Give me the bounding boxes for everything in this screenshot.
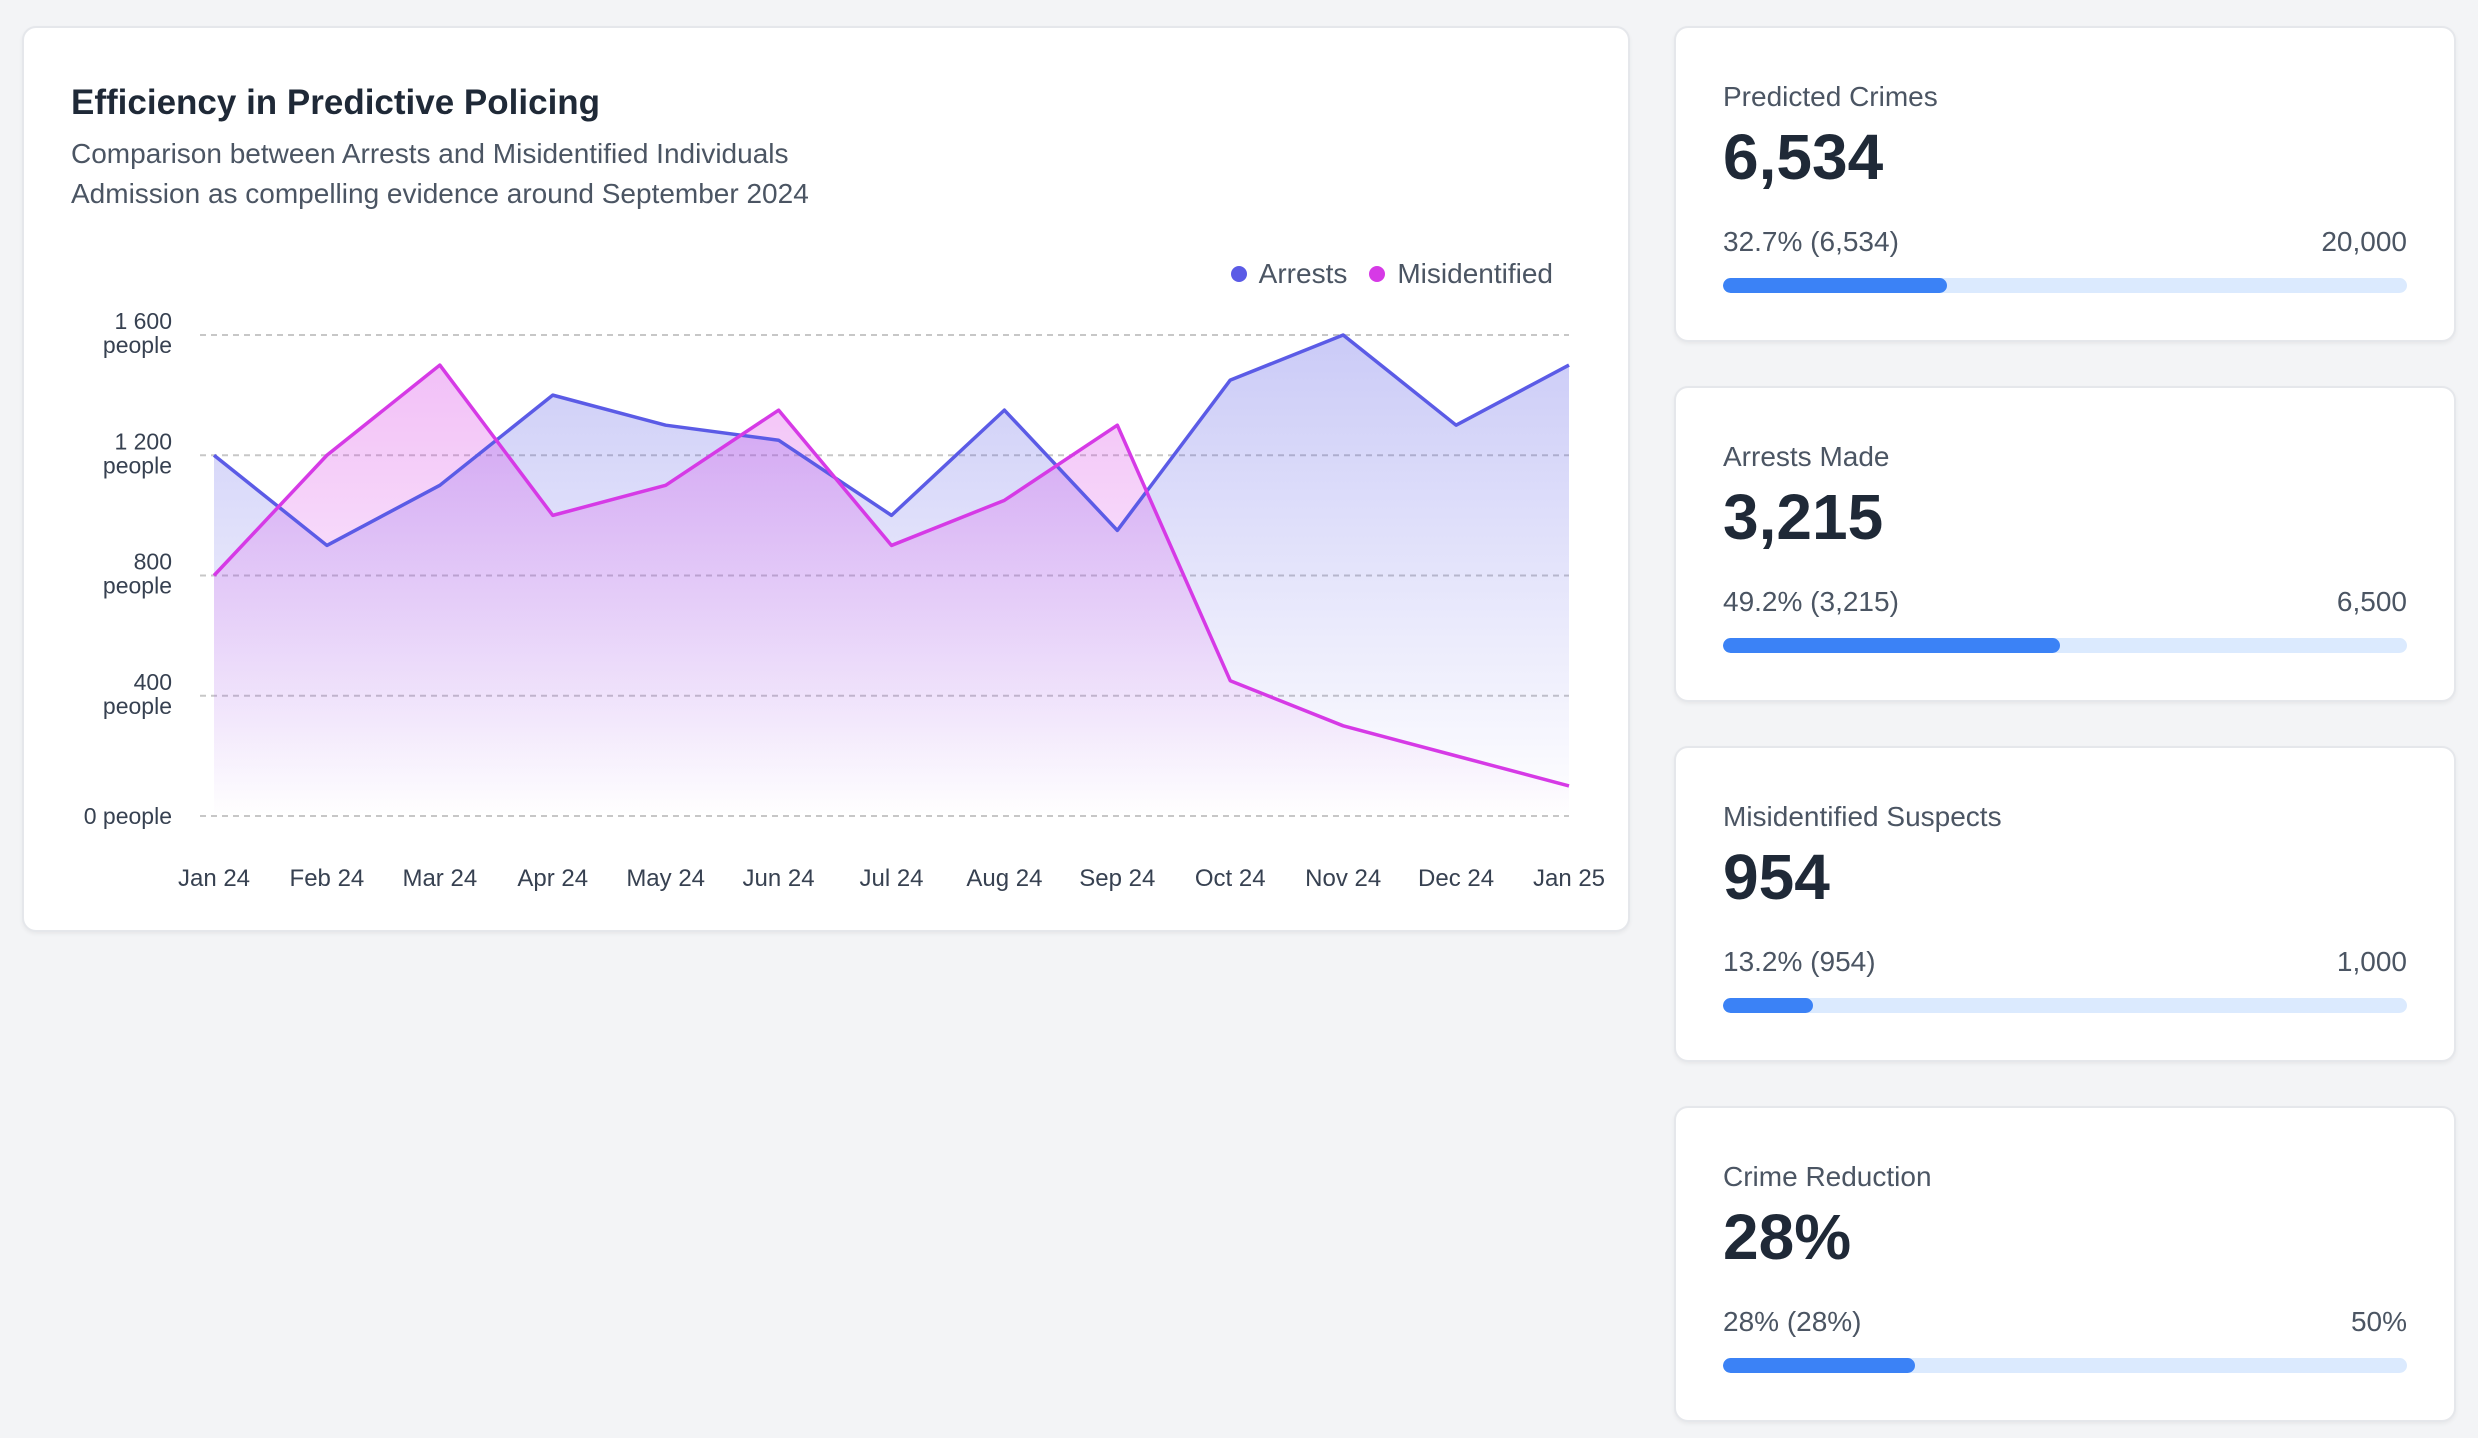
kpi-progress-text: 13.2% (954) (1723, 946, 1876, 977)
legend-label-misidentified: Misidentified (1397, 258, 1553, 289)
kpi-progress-text: 32.7% (6,534) (1723, 226, 1899, 257)
kpi-value: 28% (1723, 1201, 1852, 1273)
legend-label-arrests: Arrests (1258, 258, 1348, 289)
kpi-label: Crime Reduction (1723, 1161, 1932, 1192)
legend-item-misidentified[interactable]: Misidentified (1369, 258, 1553, 290)
kpi-label: Misidentified Suspects (1723, 801, 2002, 832)
chart-subtitle-note: Admission as compelling evidence around … (71, 178, 809, 209)
x-tick-label: Feb 24 (290, 865, 365, 892)
kpi-progress-track (1723, 638, 2407, 653)
kpi-value: 6,534 (1723, 121, 1884, 193)
kpi-progress-fill (1723, 278, 1947, 293)
x-tick-label: Jan 25 (1533, 865, 1605, 892)
kpi-card-arrests-made: Arrests Made 3,215 49.2% (3,215) 6,500 (1674, 386, 2456, 702)
kpi-progress-track (1723, 278, 2407, 293)
kpi-label: Predicted Crimes (1723, 81, 1938, 112)
x-tick-label: Jul 24 (859, 865, 923, 892)
y-tick-label: 800 (134, 549, 172, 575)
y-tick-label: people (103, 693, 172, 719)
kpi-target: 6,500 (2336, 586, 2407, 617)
x-tick-label: Sep 24 (1079, 865, 1155, 892)
chart-subtitle: Comparison between Arrests and Misidenti… (71, 138, 789, 169)
x-tick-label: Jun 24 (743, 865, 815, 892)
x-tick-label: Jan 24 (178, 865, 250, 892)
kpi-progress-track (1723, 1358, 2407, 1373)
x-tick-label: Apr 24 (517, 865, 588, 892)
y-tick-label: 1 600 (114, 308, 172, 334)
kpi-target: 1,000 (2336, 946, 2407, 977)
kpi-label: Arrests Made (1723, 441, 1890, 472)
area-misidentified (214, 365, 1569, 816)
series-line-arrests[interactable] (212, 333, 1570, 548)
chart-title: Efficiency in Predictive Policing (71, 83, 601, 122)
legend-item-arrests[interactable]: Arrests (1230, 258, 1348, 290)
kpi-progress-track (1723, 998, 2407, 1013)
legend-dot-arrests (1230, 266, 1247, 282)
x-tick-label: Oct 24 (1195, 865, 1266, 892)
y-tick-label: people (103, 452, 172, 478)
kpi-target: 50% (2350, 1306, 2407, 1337)
kpi-progress-fill (1723, 998, 1814, 1013)
kpi-value: 954 (1723, 841, 1830, 913)
chart-card: Efficiency in Predictive Policing Compar… (22, 26, 1630, 932)
kpi-progress-fill (1723, 638, 2060, 653)
x-tick-label: Mar 24 (402, 865, 477, 892)
y-tick-label: 400 (134, 669, 172, 695)
chart-legend: Arrests Misidentified (1230, 258, 1553, 290)
kpi-value: 3,215 (1723, 481, 1884, 553)
x-tick-label: Aug 24 (966, 865, 1042, 892)
y-tick-label: 1 200 (114, 428, 172, 454)
kpi-progress-text: 49.2% (3,215) (1723, 586, 1899, 617)
x-tick-label: May 24 (626, 865, 705, 892)
y-tick-label: people (103, 573, 172, 599)
x-tick-label: Dec 24 (1418, 865, 1494, 892)
kpi-card-crime-reduction: Crime Reduction 28% 28% (28%) 50% (1674, 1106, 2456, 1422)
kpi-progress-text: 28% (28%) (1723, 1306, 1862, 1337)
legend-dot-misidentified (1369, 266, 1386, 282)
y-tick-label: people (103, 332, 172, 358)
series-line-misidentified[interactable] (212, 363, 1570, 788)
kpi-card-predicted-crimes: Predicted Crimes 6,534 32.7% (6,534) 20,… (1674, 26, 2456, 342)
kpi-card-misidentified-suspects: Misidentified Suspects 954 13.2% (954) 1… (1674, 746, 2456, 1062)
kpi-target: 20,000 (2321, 226, 2407, 257)
kpi-progress-fill (1723, 1358, 1915, 1373)
x-tick-label: Nov 24 (1305, 865, 1381, 892)
y-tick-label: 0 people (84, 803, 172, 829)
